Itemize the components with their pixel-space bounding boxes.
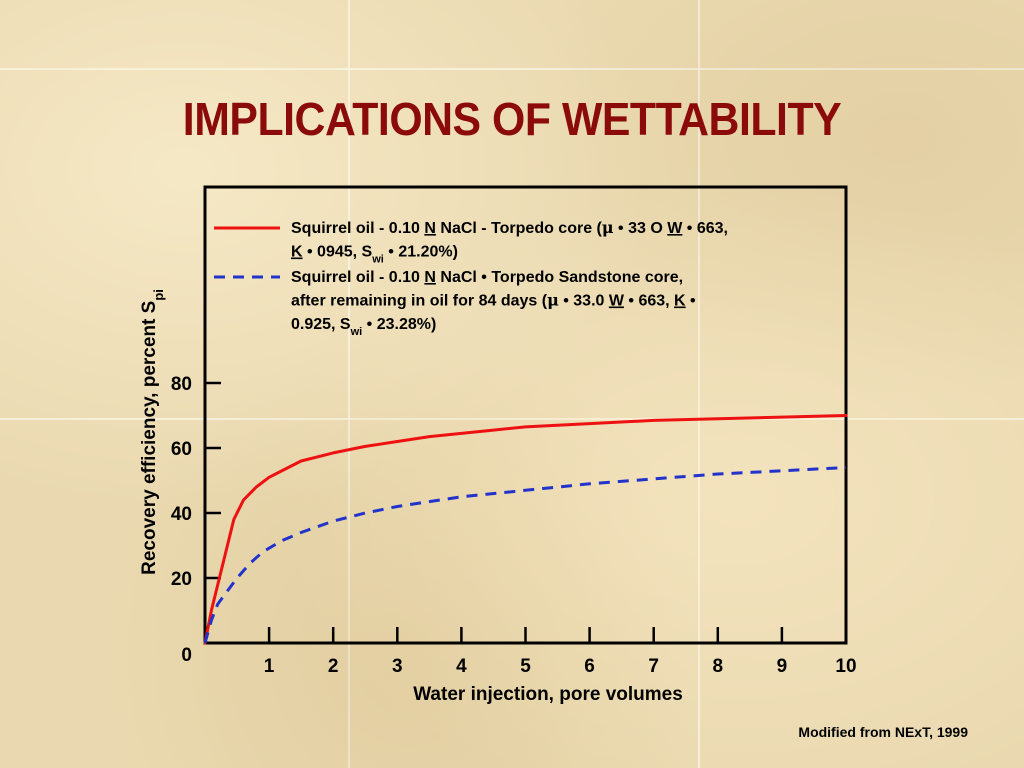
y-tick-label: 0 [181,645,192,666]
slide-title: IMPLICATIONS OF WETTABILITY [182,93,842,145]
series-line-dashed [203,466,847,644]
y-tick-label: 80 [171,374,192,395]
x-tick-label: 2 [328,656,339,677]
x-tick-label: 8 [713,656,724,677]
x-axis-ticks: 1 2 3 4 5 6 7 8 9 10 [264,627,857,677]
legend: Squirrel oil - 0.10 N NaCl - Torpedo cor… [214,218,728,338]
x-tick-label: 4 [456,656,467,677]
source-note: Modified from NExT, 1999 [798,724,968,740]
legend-entry-line: 0.925, Swi • 23.28%) [291,316,436,338]
legend-entry-line: K • 0945, Swi • 21.20%) [291,244,458,266]
x-tick-label: 7 [648,656,659,677]
x-tick-label: 10 [835,656,856,677]
x-axis-label: Water injection, pore volumes [413,684,683,705]
series-line-solid [203,414,848,645]
x-tick-label: 9 [777,656,788,677]
y-axis-ticks: 0 20 40 60 80 [171,374,221,666]
legend-entry-line: after remaining in oil for 84 days (μ • … [291,291,696,310]
y-tick-label: 60 [171,439,192,460]
legend-entry-line: Squirrel oil - 0.10 N NaCl - Torpedo cor… [291,218,728,237]
y-tick-label: 40 [171,504,192,525]
x-tick-label: 3 [392,656,403,677]
y-axis-label: Recovery efficiency, percent Spi [139,289,166,575]
x-tick-label: 5 [520,656,531,677]
x-tick-label: 1 [264,656,275,677]
y-tick-label: 20 [171,569,192,590]
series-layer [203,414,848,645]
legend-entry-line: Squirrel oil - 0.10 N NaCl • Torpedo San… [291,269,683,286]
x-tick-label: 6 [584,656,595,677]
